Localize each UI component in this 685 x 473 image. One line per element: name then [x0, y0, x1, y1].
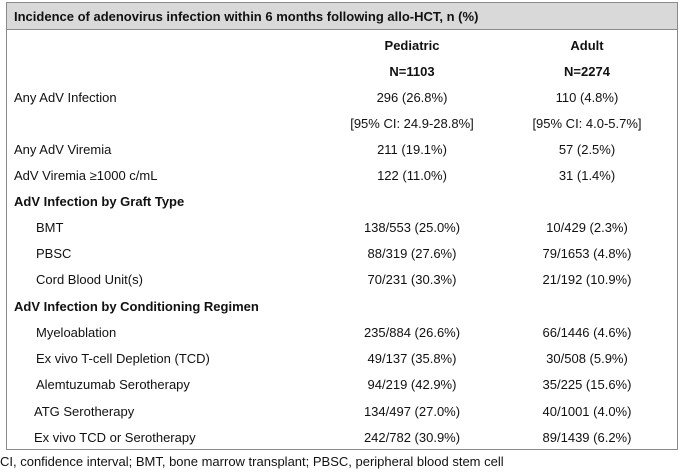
table-row: BMT 138/553 (25.0%) 10/429 (2.3%) [7, 215, 677, 241]
pediatric-value: 211 (19.1%) [377, 142, 447, 157]
column-header-row: Pediatric Adult [7, 33, 677, 59]
pediatric-value: 49/137 (35.8%) [367, 351, 457, 366]
row-label: Cord Blood Unit(s) [36, 272, 143, 287]
row-label: Ex vivo T-cell Depletion (TCD) [36, 351, 210, 366]
pediatric-value: 88/319 (27.6%) [367, 246, 457, 261]
section-heading-row: AdV Infection by Graft Type [7, 189, 677, 215]
table-row: Any AdV Viremia 211 (19.1%) 57 (2.5%) [7, 137, 677, 163]
adult-value: 10/429 (2.3%) [546, 220, 628, 235]
table-title-row: Incidence of adenovirus infection within… [7, 3, 677, 30]
pediatric-value: 235/884 (26.6%) [363, 325, 461, 340]
adult-value: 30/508 (5.9%) [546, 351, 628, 366]
adult-value: 66/1446 (4.6%) [542, 325, 632, 340]
adult-value: 79/1653 (4.8%) [542, 246, 632, 261]
pediatric-value: 138/553 (25.0%) [363, 220, 461, 235]
conditioning-section-heading: AdV Infection by Conditioning Regimen [14, 299, 259, 314]
adult-value: 21/192 (10.9%) [542, 272, 632, 287]
incidence-table: Incidence of adenovirus infection within… [6, 2, 678, 450]
pediatric-header: Pediatric [384, 38, 440, 53]
table-footnote: CI, confidence interval; BMT, bone marro… [0, 454, 504, 469]
table-row: Myeloablation 235/884 (26.6%) 66/1446 (4… [7, 320, 677, 346]
adult-n: N=2274 [564, 64, 610, 79]
table-row: Alemtuzumab Serotherapy 94/219 (42.9%) 3… [7, 372, 677, 398]
adult-value: 89/1439 (6.2%) [542, 430, 632, 445]
adult-value: 57 (2.5%) [558, 142, 616, 157]
pediatric-ci: [95% CI: 24.9-28.8%] [350, 116, 474, 131]
row-label: Alemtuzumab Serotherapy [36, 377, 190, 392]
pediatric-value: 70/231 (30.3%) [367, 272, 457, 287]
adult-value: 40/1001 (4.0%) [542, 404, 632, 419]
graft-section-heading: AdV Infection by Graft Type [14, 194, 185, 209]
table-row: Ex vivo T-cell Depletion (TCD) 49/137 (3… [7, 346, 677, 372]
adult-value: 35/225 (15.6%) [542, 377, 632, 392]
row-label: AdV Viremia ≥1000 c/mL [14, 168, 158, 183]
table-row: Cord Blood Unit(s) 70/231 (30.3%) 21/192… [7, 267, 677, 293]
table-row: ATG Serotherapy 134/497 (27.0%) 40/1001 … [7, 399, 677, 425]
row-label: BMT [36, 220, 64, 235]
adult-value: 110 (4.8%) [555, 90, 619, 105]
column-n-row: N=1103 N=2274 [7, 59, 677, 85]
row-label: Any AdV Viremia [14, 142, 112, 157]
table-row: [95% CI: 24.9-28.8%] [95% CI: 4.0-5.7%] [7, 111, 677, 137]
adult-value: 31 (1.4%) [558, 168, 616, 183]
pediatric-n: N=1103 [389, 64, 435, 79]
pediatric-value: 94/219 (42.9%) [367, 377, 457, 392]
row-label: Myeloablation [36, 325, 117, 340]
adult-ci: [95% CI: 4.0-5.7%] [532, 116, 642, 131]
table-row: Ex vivo TCD or Serotherapy 242/782 (30.9… [7, 425, 677, 451]
section-heading-row: AdV Infection by Conditioning Regimen [7, 294, 677, 320]
table-row: Any AdV Infection 296 (26.8%) 110 (4.8%) [7, 85, 677, 111]
row-label: PBSC [36, 246, 72, 261]
table-row: PBSC 88/319 (27.6%) 79/1653 (4.8%) [7, 241, 677, 267]
adult-header: Adult [570, 38, 604, 53]
pediatric-value: 296 (26.8%) [376, 90, 448, 105]
table-title: Incidence of adenovirus infection within… [14, 9, 479, 24]
pediatric-value: 134/497 (27.0%) [363, 404, 461, 419]
pediatric-value: 242/782 (30.9%) [363, 430, 461, 445]
row-label: Any AdV Infection [14, 90, 117, 105]
pediatric-value: 122 (11.0%) [377, 168, 447, 183]
row-label: Ex vivo TCD or Serotherapy [34, 430, 196, 445]
row-label: ATG Serotherapy [34, 404, 135, 419]
table-row: AdV Viremia ≥1000 c/mL 122 (11.0%) 31 (1… [7, 163, 677, 189]
